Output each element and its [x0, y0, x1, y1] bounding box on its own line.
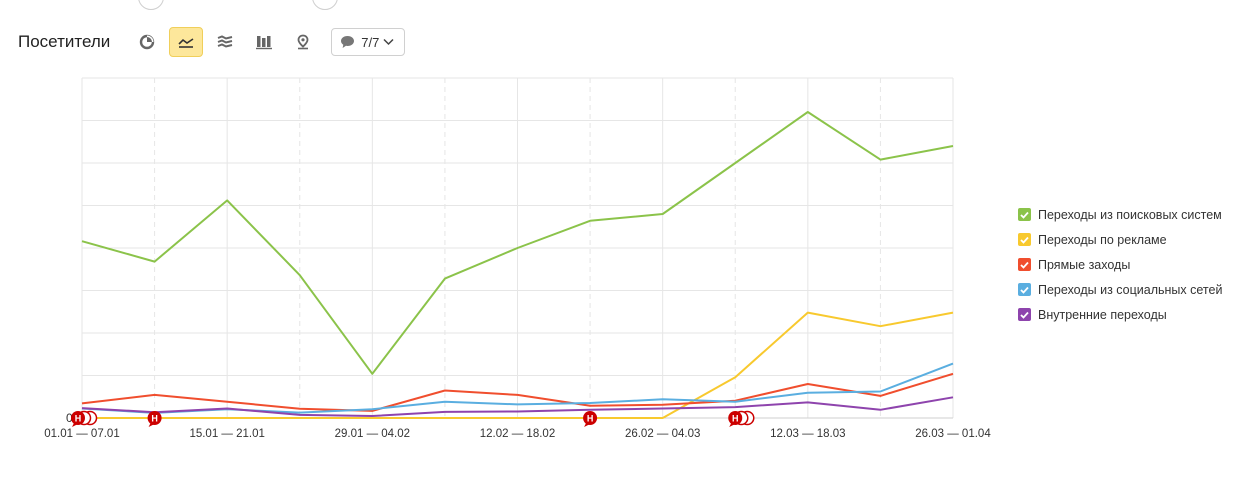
- bar-chart-icon: [256, 36, 273, 50]
- y-tick-label: 0: [66, 411, 73, 425]
- legend-checkbox[interactable]: [1018, 208, 1031, 221]
- map-button[interactable]: [286, 27, 320, 57]
- chevron-down-icon: [383, 38, 394, 46]
- annotation-marker: [147, 411, 162, 425]
- annotation-marker: [583, 411, 598, 425]
- legend-label: Переходы из социальных сетей: [1038, 282, 1223, 297]
- bar-chart-button[interactable]: [247, 27, 281, 57]
- legend-label: Внутренние переходы: [1038, 307, 1167, 322]
- x-tick-label: 01.01 — 07.01: [44, 428, 119, 440]
- legend-label: Переходы из поисковых систем: [1038, 207, 1222, 222]
- legend-label: Прямые заходы: [1038, 257, 1131, 272]
- area-chart-icon: [217, 35, 233, 48]
- legend-checkbox[interactable]: [1018, 283, 1031, 296]
- checkmark-icon: [1020, 286, 1029, 294]
- checkmark-icon: [1020, 261, 1029, 269]
- annotation-label: Н: [587, 414, 594, 424]
- line-chart-icon: [178, 38, 194, 48]
- checkmark-icon: [1020, 236, 1029, 244]
- legend-label: Переходы по рекламе: [1038, 232, 1167, 247]
- line-chart-button[interactable]: [169, 27, 204, 57]
- legend-checkbox[interactable]: [1018, 233, 1031, 246]
- legend-item[interactable]: Переходы из поисковых систем: [1018, 202, 1222, 227]
- comments-filter-button[interactable]: 7/7: [331, 28, 406, 56]
- x-tick-label: 12.03 — 18.03: [770, 428, 845, 440]
- x-tick-label: 29.01 — 04.02: [335, 428, 410, 440]
- chart-title: Посетители: [18, 32, 111, 51]
- area-chart-button[interactable]: [208, 27, 242, 57]
- checkmark-icon: [1020, 211, 1029, 219]
- pie-chart-icon: [140, 34, 155, 50]
- annotation-label: Н: [151, 414, 158, 424]
- legend-item[interactable]: Переходы по рекламе: [1018, 227, 1222, 252]
- comments-count: 7/7: [361, 34, 380, 50]
- legend-checkbox[interactable]: [1018, 258, 1031, 271]
- pie-chart-button[interactable]: [130, 27, 164, 57]
- comment-icon: [341, 36, 355, 48]
- map-pin-icon: [297, 34, 309, 50]
- chart-legend: Переходы из поисковых систем Переходы по …: [1018, 202, 1222, 327]
- annotation-label: Н: [75, 414, 82, 424]
- legend-item[interactable]: Прямые заходы: [1018, 252, 1222, 277]
- annotation-marker: [71, 411, 85, 425]
- legend-item[interactable]: Переходы из социальных сетей: [1018, 277, 1222, 302]
- x-tick-label: 26.02 — 04.03: [625, 428, 700, 440]
- annotation-marker: [728, 411, 743, 425]
- x-tick-label: 26.03 — 01.04: [915, 428, 991, 440]
- annotation-label: Н: [732, 414, 739, 424]
- x-tick-label: 12.02 — 18.02: [480, 428, 555, 440]
- legend-checkbox[interactable]: [1018, 308, 1031, 321]
- x-tick-label: 15.01 — 21.01: [189, 428, 264, 440]
- checkmark-icon: [1020, 311, 1029, 319]
- chart-toolbar: Посетители: [18, 26, 406, 58]
- legend-item[interactable]: Внутренние переходы: [1018, 302, 1222, 327]
